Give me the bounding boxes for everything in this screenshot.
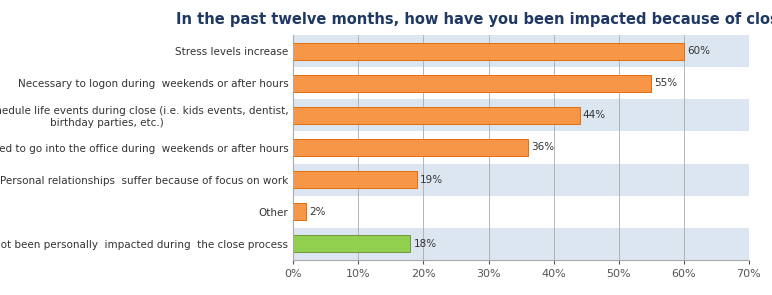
Bar — [293, 107, 580, 124]
Text: 18%: 18% — [414, 239, 437, 249]
Bar — [293, 196, 749, 227]
Bar — [293, 203, 306, 220]
Bar — [293, 171, 417, 188]
Text: 36%: 36% — [531, 142, 554, 153]
Text: 60%: 60% — [687, 46, 710, 56]
Bar — [293, 35, 749, 68]
Text: 44%: 44% — [583, 110, 606, 120]
Text: 2%: 2% — [310, 206, 326, 217]
Bar — [293, 68, 749, 99]
Bar — [293, 227, 749, 260]
Title: In the past twelve months, how have you been impacted because of close process?: In the past twelve months, how have you … — [176, 12, 772, 27]
Bar — [293, 235, 411, 253]
Bar — [293, 75, 652, 92]
Bar — [293, 42, 684, 60]
Text: 55%: 55% — [655, 78, 678, 88]
Bar — [293, 163, 749, 196]
Bar — [293, 99, 749, 132]
Bar — [293, 139, 527, 156]
Text: 19%: 19% — [420, 175, 443, 185]
Bar — [293, 132, 749, 163]
